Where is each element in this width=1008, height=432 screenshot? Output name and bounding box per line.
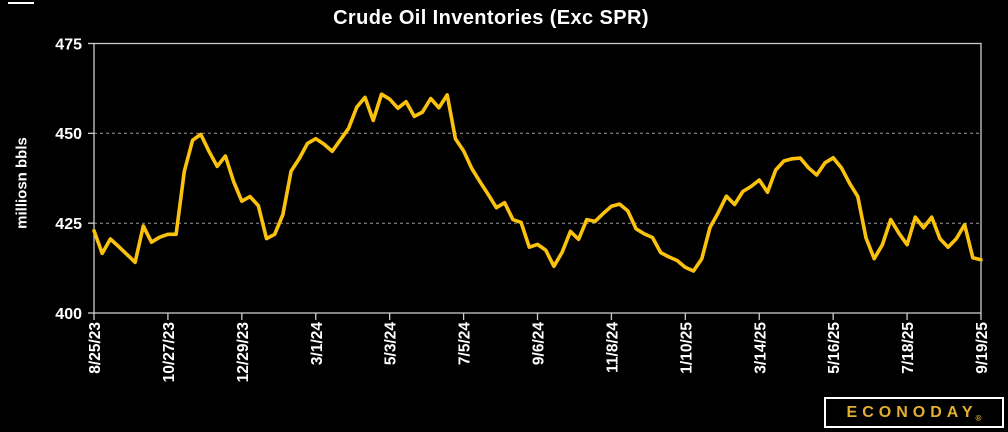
y-tick-label: 400 [55,306,82,323]
y-tick-label: 425 [55,216,82,233]
y-tick-label: 450 [55,126,82,143]
inventories-data-line [92,92,983,273]
x-tick-label: 7/18/25 [900,322,917,374]
top-left-artifact-line [8,2,34,4]
x-tick-label: 9/6/24 [531,322,548,365]
x-tick-label: 3/14/25 [752,322,769,374]
x-tick-label: 3/1/24 [309,322,326,365]
x-tick-label: 8/25/23 [87,322,104,374]
x-tick-label: 1/10/25 [678,322,695,374]
x-tick-label: 10/27/23 [161,322,178,383]
x-tick-label: 9/19/25 [974,322,991,374]
econoday-logo-text: ECONODAY [846,403,978,421]
x-tick-label: 11/8/24 [604,322,621,373]
x-tick-label: 5/16/25 [826,322,843,374]
chart-title: Crude Oil Inventories (Exc SPR) [333,7,649,29]
y-tick-label: 475 [55,36,82,53]
x-tick-label: 5/3/24 [383,322,400,365]
x-tick-label: 12/29/23 [235,322,252,383]
registered-trademark-icon: ® [975,414,982,423]
econoday-logo: ECONODAY ® [824,397,1004,428]
x-tick-label: 7/5/24 [457,322,474,365]
